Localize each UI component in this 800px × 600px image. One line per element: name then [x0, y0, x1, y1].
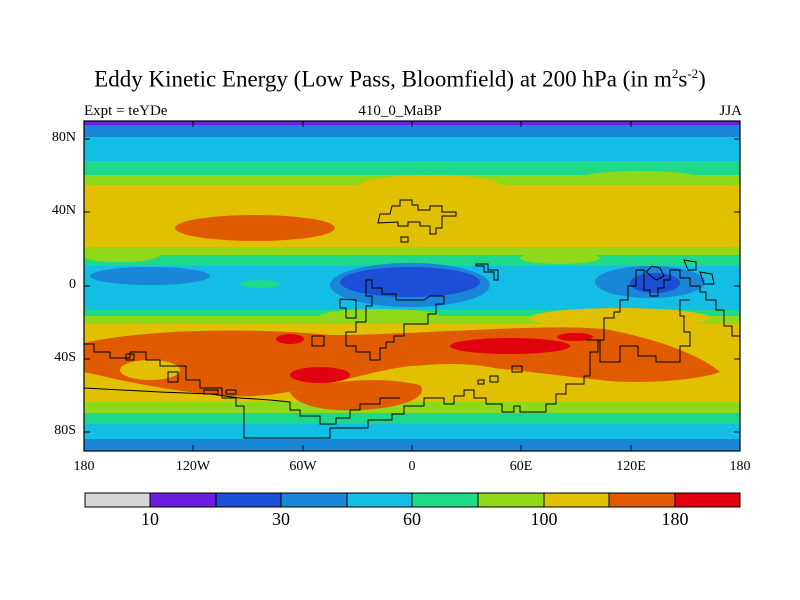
colorbar-bin-1: [85, 493, 150, 507]
colorbar-bin-7: [478, 493, 544, 507]
season-label: JJA: [719, 103, 742, 119]
continent-outlines: [83, 199, 741, 439]
lon-label-120e: 120E: [616, 459, 646, 474]
lon-label-60e: 60E: [509, 459, 533, 474]
colorbar-bin-6: [412, 493, 478, 507]
axis-ticks: [84, 121, 740, 451]
colorbar-label-100: 100: [530, 509, 558, 529]
experiment-id: 410_0_MaBP: [358, 103, 442, 119]
lon-label-180w: 180: [73, 459, 95, 474]
filled-contours: [84, 121, 740, 451]
colorbar-bin-9: [609, 493, 675, 507]
lat-label-40s: 40S: [54, 350, 76, 365]
experiment-label: Expt = teYDe: [84, 103, 168, 119]
colorbar-bin-5: [347, 493, 412, 507]
lon-label-60w: 60W: [289, 459, 317, 474]
lat-label-40n: 40N: [51, 203, 76, 218]
colorbar-label-60: 60: [403, 509, 421, 529]
colorbar-bin-3: [216, 493, 281, 507]
lon-label-120w: 120W: [175, 459, 211, 474]
lat-label-80n: 80N: [51, 130, 76, 145]
colorbar-bin-10: [675, 493, 740, 507]
lon-label-0: 0: [408, 459, 416, 474]
colorbar-label-30: 30: [272, 509, 290, 529]
colorbar-label-180: 180: [661, 509, 689, 529]
plot-title: Eddy Kinetic Energy (Low Pass, Bloomfiel…: [94, 66, 706, 92]
colorbar: [84, 492, 741, 508]
lat-label-80s: 80S: [54, 423, 76, 438]
lon-label-180e: 180: [729, 459, 751, 474]
colorbar-label-10: 10: [141, 509, 159, 529]
colorbar-bin-4: [281, 493, 347, 507]
colorbar-bin-2: [150, 493, 216, 507]
colorbar-bin-8: [544, 493, 609, 507]
lat-label-0: 0: [69, 277, 76, 292]
